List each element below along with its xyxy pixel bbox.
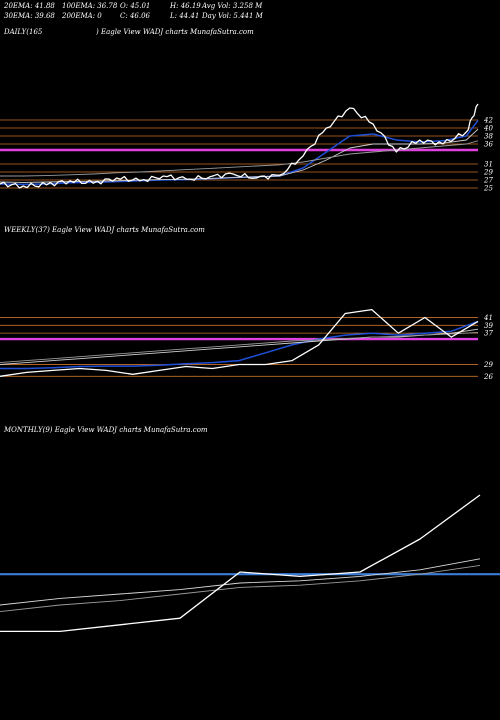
weekly-series-ema-fast [0, 320, 479, 370]
daily-tick-label-3: 36 [484, 141, 493, 149]
daily-series-ema-slow [0, 140, 479, 177]
daily-tick-label-4: 31 [484, 161, 493, 169]
header-30ema: 30EMA: 39.68 [4, 12, 55, 20]
header-20ema: 20EMA: 41.88 [4, 2, 55, 10]
weekly-tick-label-3: 29 [483, 361, 493, 369]
weekly-series-ema-mid [0, 328, 479, 365]
header-100ema: 100EMA: 36.78 [62, 2, 118, 10]
daily-tick-label-7: 25 [483, 185, 493, 193]
weekly-tick-label-1: 39 [484, 322, 493, 330]
daily-tick-label-2: 38 [484, 133, 493, 141]
weekly-tick-label-4: 26 [483, 373, 493, 381]
monthly-panel-title: MONTHLY(9) Eagle View WADJ charts Munafa… [4, 426, 208, 434]
weekly-tick-label-2: 37 [484, 330, 493, 338]
monthly-series-ema-b [0, 564, 481, 613]
header-day-vol: Day Vol: 5.441 M [202, 12, 263, 20]
daily-series-ema-mid [0, 128, 479, 183]
monthly-series-price [0, 494, 481, 633]
monthly-series-ema-a [0, 558, 481, 606]
daily-tick-label-5: 29 [483, 169, 493, 177]
weekly-tick-label-0: 41 [483, 314, 493, 322]
weekly-series-ema-slow [0, 331, 479, 364]
daily-tick-label-6: 27 [483, 177, 493, 185]
header-close: C: 46.06 [120, 12, 150, 20]
header-200ema: 200EMA: 0 [62, 12, 102, 20]
weekly-series-price [0, 308, 479, 377]
header-high: H: 46.19 [170, 2, 201, 10]
header-open: O: 45.01 [120, 2, 151, 10]
daily-series-price [0, 103, 479, 189]
daily-panel-title: DAILY(165 [4, 28, 43, 36]
daily-tick-label-0: 42 [483, 117, 493, 125]
daily-tick-label-1: 40 [483, 125, 493, 133]
header-avg-vol: Avg Vol: 3.258 M [202, 2, 263, 10]
header-low: L: 44.41 [170, 12, 200, 20]
weekly-panel-title: WEEKLY(37) Eagle View WADJ charts Munafa… [4, 226, 205, 234]
daily-panel-subtitle: ) Eagle View WADJ charts MunafaSutra.com [96, 28, 254, 36]
